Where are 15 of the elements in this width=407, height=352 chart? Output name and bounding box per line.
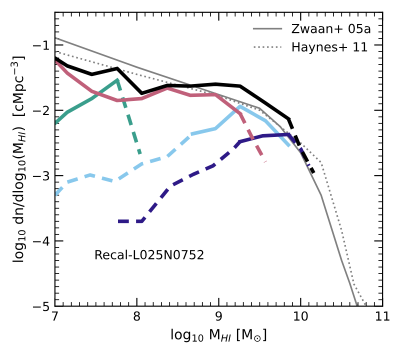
text: log$_{10}$ dn/dlog$_{10}$(M$_{HI}$) [cMpc$^{−3}$] <box>10 56 26 262</box>
annotation: Recal-L025N0752 <box>95 250 204 260</box>
y-tick-label: −1 <box>32 40 49 50</box>
x-tick-label: 11 <box>376 311 390 321</box>
x-tick-label: 9 <box>216 311 222 321</box>
legend-label: Haynes+ 11 <box>292 42 368 54</box>
y-tick-label: −4 <box>32 236 50 246</box>
x-tick-label: 8 <box>134 311 140 321</box>
y-tick-label: −2 <box>32 106 49 116</box>
x-tick-label: 7 <box>52 311 58 321</box>
legend-label: Zwaan+ 05a <box>292 24 370 34</box>
x-tick-label: 10 <box>294 311 308 321</box>
y-tick-label: −3 <box>32 171 50 181</box>
x-axis-title: log$_{10}$ M$_{HI}$ [M$_{⊙}$] <box>172 328 266 342</box>
y-tick-label: −5 <box>32 302 49 312</box>
